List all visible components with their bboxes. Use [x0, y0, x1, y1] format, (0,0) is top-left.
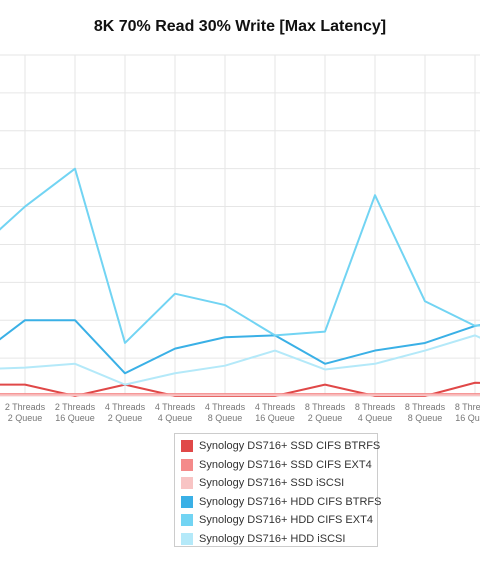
series-line-4 — [0, 319, 480, 375]
x-tick-label: 2 Threads 2 Queue — [5, 402, 46, 423]
chart-grid — [0, 54, 480, 397]
x-tick-label: 8 Threads 2 Queue — [305, 402, 346, 423]
legend-swatch — [181, 477, 193, 490]
legend-item[interactable]: Synology DS716+ HDD CIFS BTRFS — [181, 493, 381, 512]
chart-title: 8K 70% Read 30% Write [Max Latency] — [93, 18, 387, 35]
chart-legend: Synology DS716+ SSD CIFS BTRFS Synology D… — [174, 433, 381, 549]
x-tick-label: 4 Threads 16 Queue — [255, 402, 296, 423]
x-tick-label: 2 Threads 16 Queue — [55, 402, 96, 423]
legend-swatch — [181, 532, 193, 545]
x-tick-label: 8 Threads 4 Queue — [355, 402, 396, 423]
legend-item[interactable]: Synology DS716+ SSD iSCSI — [181, 474, 377, 493]
x-tick-label: 4 Threads 2 Queue — [105, 402, 146, 423]
legend-label: Synology DS716+ SSD iSCSI — [199, 477, 345, 490]
legend-item[interactable]: Synology DS716+ SSD CIFS EXT4 — [181, 456, 377, 475]
series-line-5 — [0, 167, 480, 344]
legend-label: Synology DS716+ HDD CIFS EXT4 — [199, 514, 373, 527]
legend-swatch — [181, 495, 193, 508]
x-tick-label: 8 Threads 8 Queue — [405, 402, 446, 423]
legend-label: Synology DS716+ SSD CIFS EXT4 — [199, 458, 372, 471]
legend-label: Synology DS716+ HDD iSCSI — [199, 532, 346, 545]
legend-swatch — [181, 514, 193, 527]
legend-item[interactable]: Synology DS716+ SSD CIFS BTRFS — [181, 437, 381, 456]
legend-swatch — [181, 458, 193, 471]
series-line-6 — [0, 334, 480, 386]
x-tick-label: 4 Threads 4 Queue — [155, 402, 196, 423]
legend-swatch — [181, 440, 193, 453]
legend-label: Synology DS716+ SSD CIFS BTRFS — [199, 440, 381, 453]
chart-series — [0, 167, 480, 397]
legend-item[interactable]: Synology DS716+ HDD iSCSI — [181, 530, 377, 549]
x-tick-label: 4 Threads 8 Queue — [205, 402, 246, 423]
legend-label: Synology DS716+ HDD CIFS BTRFS — [199, 495, 382, 508]
legend-item[interactable]: Synology DS716+ HDD CIFS EXT4 — [181, 511, 377, 530]
